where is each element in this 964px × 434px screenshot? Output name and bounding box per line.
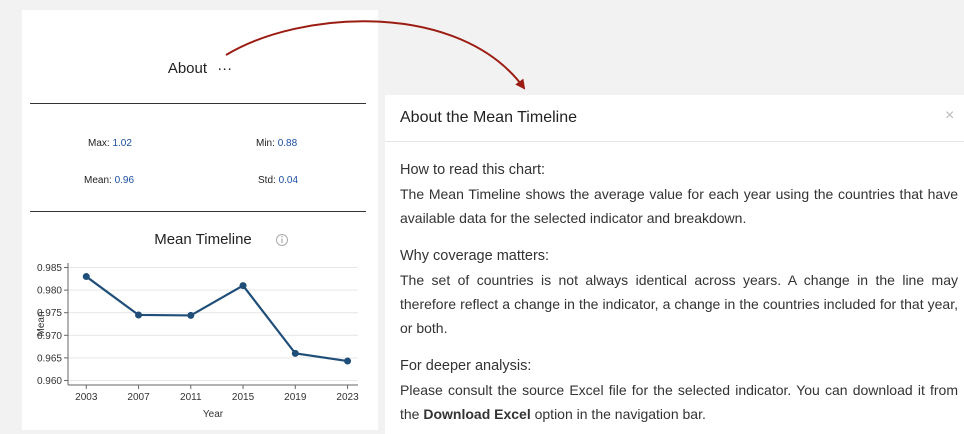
section-heading: For deeper analysis:	[400, 358, 532, 374]
stat: Mean: 0.96	[84, 175, 134, 186]
stat-label: Min:	[256, 138, 275, 149]
about-header: About ···	[22, 60, 378, 77]
divider	[385, 141, 964, 142]
section-heading: How to read this chart:	[400, 162, 546, 178]
stat: Min: 0.88	[256, 138, 297, 149]
stat: Max: 1.02	[88, 138, 132, 149]
divider	[30, 103, 366, 104]
modal-section: For deeper analysis: Please consult the …	[400, 354, 958, 426]
modal-section: How to read this chart: The Mean Timelin…	[400, 158, 958, 230]
modal-section: Why coverage matters: The set of countri…	[400, 244, 958, 340]
section-body: The set of countries is not always ident…	[400, 272, 958, 336]
divider	[30, 211, 366, 212]
stat-value: 0.04	[278, 175, 299, 186]
stat-value: 1.02	[112, 138, 132, 149]
menu-button[interactable]: ···	[217, 60, 233, 77]
section-heading: Why coverage matters:	[400, 248, 550, 264]
body-text: option in the navigation bar.	[530, 406, 706, 422]
section-body: Please consult the source Excel file for…	[400, 378, 958, 426]
stat-label: Max:	[88, 138, 110, 149]
about-title: About	[167, 60, 208, 77]
body-text: Please consult the source Excel file for…	[400, 382, 958, 422]
stat-label: Mean:	[84, 175, 112, 186]
stat: Std: 0.04	[258, 175, 298, 186]
about-panel: About ··· Max: 1.02 Min: 0.88 Mean: 0.96…	[22, 10, 378, 430]
stat-value: 0.96	[114, 175, 135, 186]
close-button[interactable]: ×	[945, 107, 955, 124]
stat-value: 0.88	[277, 138, 298, 149]
section-body: The Mean Timeline shows the average valu…	[400, 186, 958, 226]
modal: About the Mean Timeline × How to read th…	[385, 95, 964, 434]
stat-label: Std:	[258, 175, 276, 186]
link-text[interactable]: Download Excel	[423, 406, 531, 422]
modal-title: About the Mean Timeline	[400, 109, 577, 126]
